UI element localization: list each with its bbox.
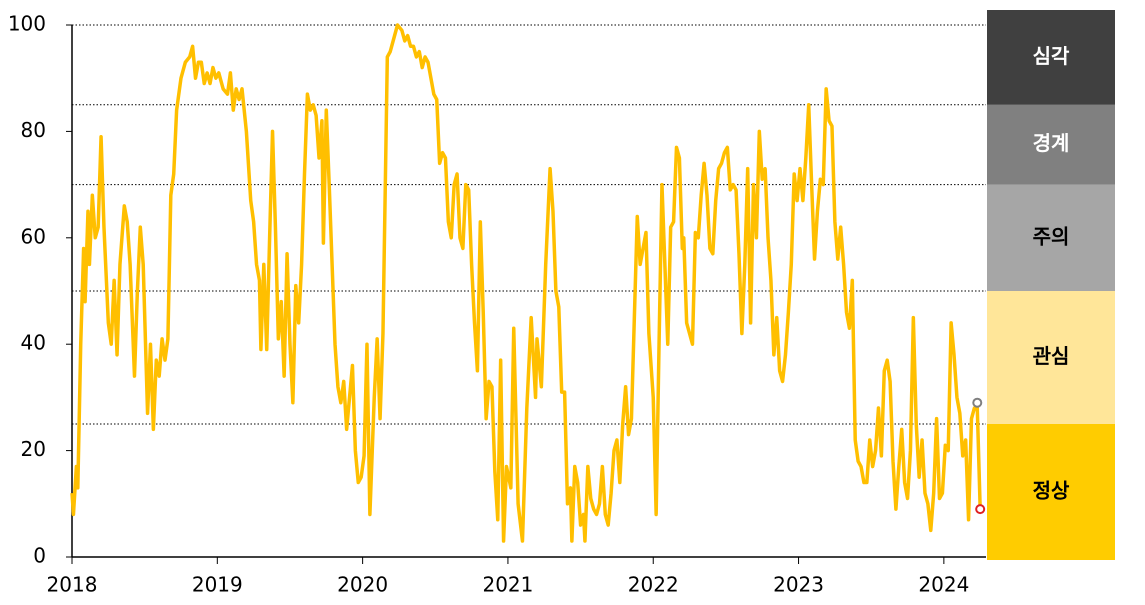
band-label: 정상 xyxy=(1033,479,1070,503)
x-tick-label: 2018 xyxy=(47,573,98,597)
x-tick-label: 2021 xyxy=(482,573,533,597)
y-tick-label: 20 xyxy=(21,437,46,461)
y-tick-label: 100 xyxy=(8,12,46,36)
band-label: 관심 xyxy=(1033,344,1070,368)
data-line xyxy=(70,23,982,543)
y-tick-label: 0 xyxy=(33,544,46,568)
band-box xyxy=(987,424,1115,560)
y-tick-label: 80 xyxy=(21,118,46,142)
x-tick-label: 2020 xyxy=(337,573,388,597)
x-tick-label: 2024 xyxy=(918,573,969,597)
band-label: 주의 xyxy=(1033,224,1070,248)
y-tick-label: 40 xyxy=(21,331,46,355)
band-box xyxy=(987,291,1115,424)
band-label: 심각 xyxy=(1033,44,1070,68)
band-box xyxy=(987,184,1115,291)
x-tick-label: 2019 xyxy=(192,573,243,597)
band-box xyxy=(987,104,1115,185)
end-marker xyxy=(972,397,983,408)
end-marker xyxy=(975,504,986,515)
band-box xyxy=(987,10,1115,105)
x-tick-label: 2022 xyxy=(628,573,679,597)
x-tick-label: 2023 xyxy=(773,573,824,597)
band-label: 경계 xyxy=(1033,131,1070,155)
y-tick-label: 60 xyxy=(21,224,46,248)
